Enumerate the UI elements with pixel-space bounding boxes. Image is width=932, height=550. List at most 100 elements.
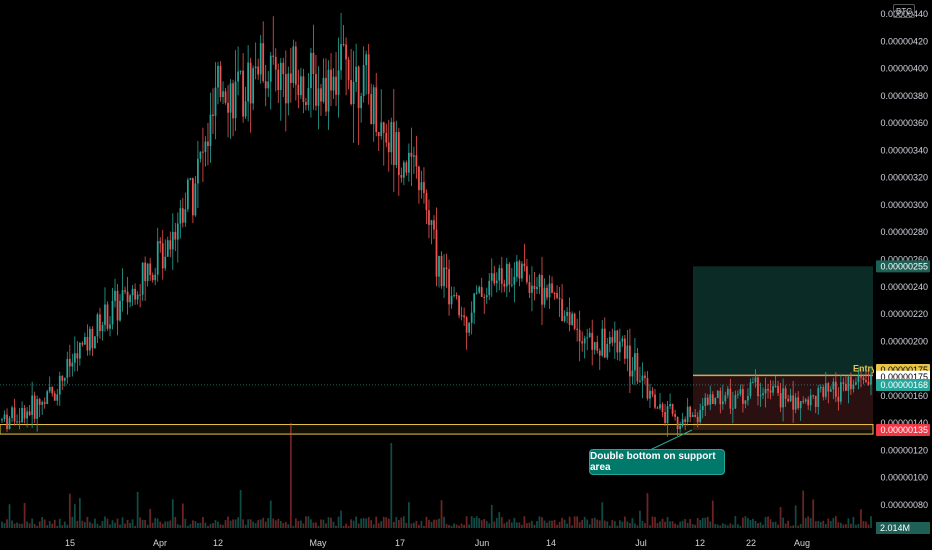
currency-badge[interactable]: BTC <box>893 4 915 18</box>
volume-bar <box>121 517 124 528</box>
volume-bar <box>576 516 579 528</box>
candle-body <box>865 379 867 382</box>
candle-body <box>402 162 405 178</box>
candle <box>330 53 332 107</box>
volume-bar <box>413 522 415 528</box>
volume-bar <box>395 517 398 528</box>
candle <box>423 167 425 204</box>
candle-body <box>159 241 162 244</box>
candle-body <box>320 88 322 102</box>
volume-bar <box>151 522 154 528</box>
candle-body <box>440 255 443 287</box>
volume-bar <box>375 516 378 528</box>
candle-body <box>28 411 31 416</box>
volume-bar <box>104 516 106 528</box>
candle <box>171 213 174 270</box>
volume-bar <box>407 502 410 528</box>
candle-body <box>277 69 280 91</box>
candle-body <box>430 220 433 225</box>
candle <box>762 387 764 400</box>
candle-body <box>742 389 744 404</box>
volume-bar <box>76 520 79 528</box>
overlays: Entry <box>649 363 876 451</box>
volume-bar <box>583 516 586 528</box>
volume-bar <box>553 519 556 528</box>
price-tick-label: 0.00000380 <box>880 91 928 101</box>
candle <box>478 285 481 295</box>
volume-bar <box>696 517 699 528</box>
candle <box>305 97 307 111</box>
volume-bar <box>654 517 656 528</box>
candle-body <box>485 295 488 298</box>
candle-body <box>327 69 330 112</box>
candle-body <box>385 132 388 143</box>
candle-body <box>754 377 757 383</box>
candle-body <box>533 285 536 290</box>
volume-bar <box>63 521 66 528</box>
candle-body <box>503 283 506 287</box>
volume-bar <box>269 500 272 528</box>
candle <box>410 127 413 187</box>
candle-body <box>41 402 44 405</box>
candle <box>475 285 478 295</box>
candle <box>659 393 661 411</box>
candle <box>862 374 865 385</box>
candle-body <box>526 266 528 283</box>
candle-body <box>568 312 571 325</box>
price-tick-label: 0.00000160 <box>880 391 928 401</box>
candle-body <box>779 393 782 408</box>
volume-bar <box>644 523 646 528</box>
volume-bar <box>802 490 805 528</box>
candle <box>438 255 440 288</box>
candle-body <box>292 46 295 83</box>
candle-body <box>350 80 352 105</box>
candle-body <box>455 295 458 297</box>
candle-body <box>305 101 307 106</box>
candle <box>608 331 611 353</box>
candle-body <box>711 394 714 404</box>
candle-body <box>13 407 16 422</box>
volume-bar <box>699 520 702 528</box>
volume-bar <box>533 524 536 528</box>
candle-body <box>56 394 59 401</box>
candle-body <box>669 404 671 407</box>
candle <box>855 377 857 386</box>
candle <box>8 415 11 430</box>
volume-bar <box>392 521 395 528</box>
volume-bar <box>817 520 820 528</box>
volume-bar <box>78 498 81 528</box>
candle <box>224 88 227 105</box>
candle <box>742 384 744 413</box>
candle <box>433 215 435 240</box>
price-tick-label: 0.00000340 <box>880 145 928 155</box>
volume-bar <box>428 519 430 528</box>
volume-bar <box>473 517 476 528</box>
candle <box>521 260 523 282</box>
candle <box>495 272 498 293</box>
volume-bar <box>247 519 250 528</box>
candle <box>656 406 659 409</box>
target-price-tag-text: 0.00000255 <box>880 261 928 271</box>
candle <box>219 61 222 102</box>
volume-bar <box>320 519 322 528</box>
volume-bar <box>380 521 383 528</box>
candle-body <box>279 62 282 91</box>
candle <box>407 143 410 182</box>
candle <box>428 199 430 239</box>
volume-bar <box>865 521 867 528</box>
candle <box>759 382 762 407</box>
volume-bar <box>523 516 526 528</box>
candle-body <box>749 382 752 396</box>
candle-body <box>423 182 425 193</box>
volume-bar <box>89 521 91 528</box>
candle-body <box>553 292 556 294</box>
candle <box>546 284 548 301</box>
candle <box>779 383 782 412</box>
volume-bar <box>729 523 732 528</box>
time-tick-label: Apr <box>153 538 167 548</box>
volume-bar <box>809 518 812 528</box>
candle <box>237 46 239 96</box>
candle <box>739 384 742 397</box>
candle-body <box>282 62 285 75</box>
